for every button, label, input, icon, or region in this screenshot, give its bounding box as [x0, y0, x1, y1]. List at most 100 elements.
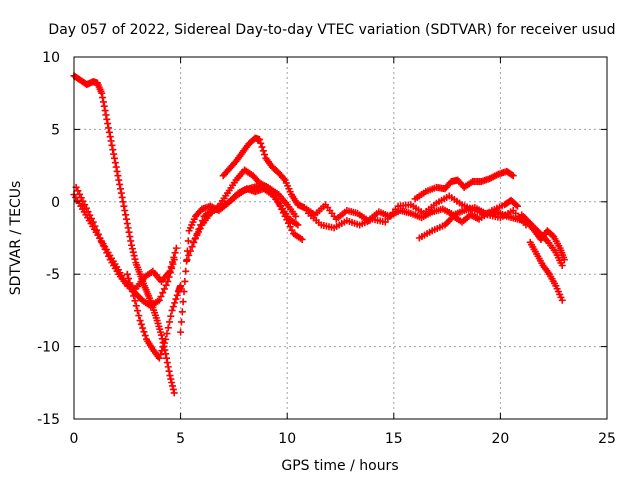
data-point [110, 150, 118, 158]
data-point [160, 285, 168, 293]
data-point [109, 146, 117, 154]
x-axis-label: GPS time / hours [281, 458, 398, 474]
y-tick-labels: 10 5 0 -5 -10 -15 [37, 50, 60, 428]
data-point [108, 141, 116, 149]
data-point [177, 318, 185, 326]
data-point [102, 111, 110, 119]
data-point [162, 281, 170, 289]
x-tick-label: 5 [176, 431, 185, 447]
data-point [298, 235, 306, 243]
data-point [99, 94, 107, 102]
data-point [167, 375, 175, 383]
data-point [164, 277, 172, 285]
data-point [173, 291, 181, 299]
y-tick-label: -10 [37, 340, 60, 356]
series-track-n [526, 238, 566, 304]
data-point [127, 283, 135, 291]
data-point [111, 154, 119, 162]
data-point [127, 237, 135, 245]
data-point [169, 303, 177, 311]
data-point [131, 255, 139, 263]
data-point [158, 347, 166, 355]
data-point [294, 221, 302, 229]
series-track-a [70, 72, 178, 397]
data-point [134, 307, 142, 315]
data-point [159, 289, 167, 297]
series-track-b [70, 191, 178, 310]
data-point [128, 245, 136, 253]
data-point [106, 133, 114, 141]
data-point [132, 302, 140, 310]
data-point [172, 295, 180, 303]
data-point [155, 354, 163, 362]
data-point [178, 308, 186, 316]
data-point [140, 328, 148, 336]
data-point [94, 230, 102, 238]
data-point [513, 202, 521, 210]
data-point [93, 226, 101, 234]
series-track-c [72, 183, 180, 293]
data-point [171, 299, 179, 307]
data-point [183, 256, 191, 264]
data-point [259, 147, 267, 155]
data-point [180, 288, 188, 296]
data-point [121, 206, 129, 214]
data-point [162, 335, 170, 343]
data-point [126, 279, 134, 287]
data-point [179, 298, 187, 306]
data-point [99, 98, 107, 106]
data-point [558, 262, 566, 270]
data-point [181, 277, 189, 285]
y-axis-label: SDTVAR / TECUs [8, 181, 24, 296]
data-point [186, 247, 194, 255]
data-point [292, 212, 300, 220]
data-point [182, 267, 190, 275]
series-track-l [411, 167, 517, 203]
data-point [280, 175, 288, 183]
data-point [155, 296, 163, 304]
data-point [89, 218, 97, 226]
data-point [509, 172, 517, 180]
data-point [168, 258, 176, 266]
data-point [166, 267, 174, 275]
data-point [141, 332, 149, 340]
data-point [255, 136, 263, 144]
data-point [123, 270, 131, 278]
y-tick-label: 10 [42, 50, 60, 66]
data-point [168, 306, 176, 314]
data-point [119, 198, 127, 206]
data-point [118, 193, 126, 201]
data-point [123, 220, 131, 228]
data-point [157, 331, 165, 339]
chart-title: Day 057 of 2022, Sidereal Day-to-day VTE… [48, 22, 615, 38]
series-track-k [415, 196, 521, 242]
data-point [169, 385, 177, 393]
x-tick-label: 25 [598, 431, 616, 447]
data-point [116, 180, 124, 188]
data-point [126, 233, 134, 241]
data-points [70, 72, 568, 397]
data-point [165, 367, 173, 375]
data-point [131, 297, 139, 305]
data-point [163, 330, 171, 338]
data-point [188, 243, 196, 251]
data-point [107, 137, 115, 145]
y-tick-label: -5 [46, 267, 60, 283]
data-point [111, 159, 119, 167]
data-point [177, 282, 185, 290]
data-point [163, 359, 171, 367]
y-tick-label: -15 [37, 412, 60, 428]
data-point [160, 339, 168, 347]
data-point [166, 372, 174, 380]
data-point [171, 249, 179, 257]
data-point [170, 389, 178, 397]
data-point [112, 163, 120, 171]
y-tick-label: 0 [51, 195, 60, 211]
data-point [120, 202, 128, 210]
data-point [166, 318, 174, 326]
data-point [103, 115, 111, 123]
data-point [135, 312, 143, 320]
data-point [122, 215, 130, 223]
data-point [96, 234, 104, 242]
data-point [116, 185, 124, 193]
